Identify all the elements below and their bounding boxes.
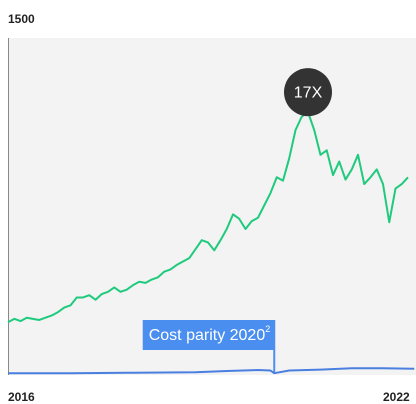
plot-background (8, 38, 416, 375)
peak-label: 17X (294, 84, 323, 101)
annotation-footnote: 2 (265, 324, 270, 334)
annotation-text: Cost parity 20202 (149, 324, 271, 344)
series-line (7, 111, 409, 324)
annotation-main: Cost parity 2020 (149, 327, 266, 344)
y-tick-label: 1500 (8, 12, 35, 26)
x-tick-label: 2022 (383, 390, 410, 404)
series-line (8, 367, 415, 375)
annotation-box (142, 320, 275, 350)
x-tick-label: 2016 (8, 390, 35, 404)
peak-badge (284, 68, 332, 117)
